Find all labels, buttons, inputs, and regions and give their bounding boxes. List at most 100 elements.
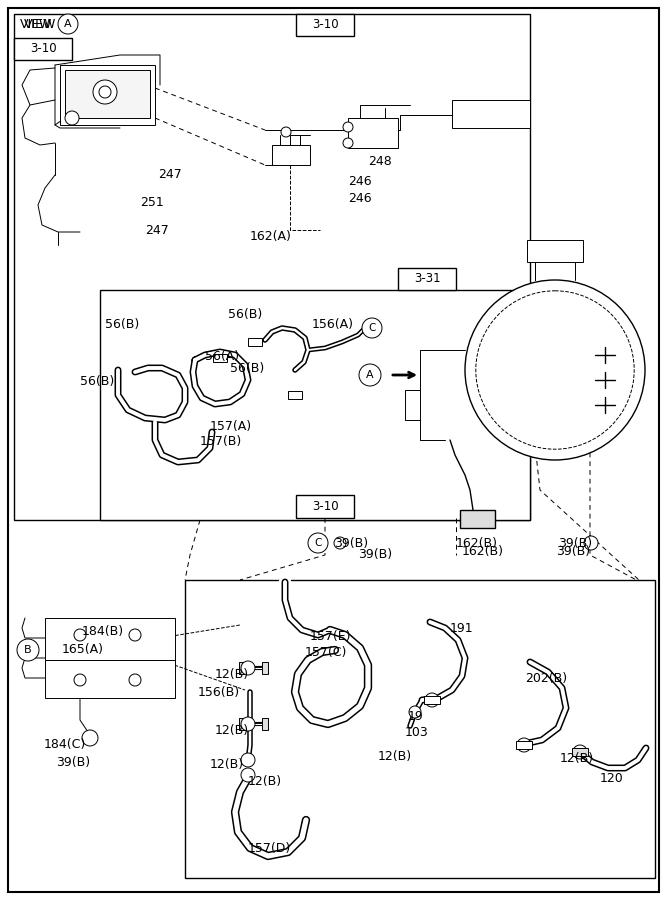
Text: 157(D): 157(D) — [248, 842, 291, 855]
Bar — [572, 748, 588, 756]
Circle shape — [241, 661, 255, 675]
Text: VIEW: VIEW — [20, 18, 53, 31]
Circle shape — [409, 706, 421, 718]
Text: 120: 120 — [600, 772, 624, 785]
Bar — [239, 718, 245, 730]
Bar — [262, 718, 268, 730]
Bar — [14, 38, 72, 60]
Bar — [14, 14, 530, 520]
Text: 157(A): 157(A) — [210, 420, 252, 433]
Text: 157(C): 157(C) — [305, 646, 348, 659]
Bar — [398, 268, 456, 290]
Text: 39(B): 39(B) — [558, 536, 592, 550]
Bar — [460, 510, 495, 528]
Text: C: C — [368, 323, 376, 333]
Bar — [45, 660, 175, 698]
Text: 248: 248 — [368, 155, 392, 168]
Text: 162(A): 162(A) — [250, 230, 292, 243]
Text: 156(B): 156(B) — [198, 686, 240, 699]
Text: 184(B): 184(B) — [82, 625, 124, 638]
Text: 3-10: 3-10 — [311, 500, 338, 512]
Text: 12(B): 12(B) — [210, 758, 244, 771]
Circle shape — [584, 536, 598, 550]
Circle shape — [241, 753, 255, 767]
Text: 19: 19 — [408, 710, 424, 723]
Text: 39(B): 39(B) — [358, 548, 392, 561]
Text: 56(B): 56(B) — [230, 362, 264, 375]
Text: 103: 103 — [405, 726, 429, 739]
Text: 39(B): 39(B) — [556, 545, 590, 558]
Bar — [296, 14, 354, 36]
Text: 3-10: 3-10 — [311, 19, 338, 32]
Text: A: A — [366, 370, 374, 380]
Text: 12(B): 12(B) — [248, 775, 282, 788]
Text: 156(A): 156(A) — [312, 318, 354, 331]
Text: VIEW: VIEW — [24, 18, 57, 31]
Circle shape — [425, 693, 439, 707]
Text: 3-31: 3-31 — [414, 273, 440, 285]
Bar — [65, 70, 150, 118]
Bar — [100, 290, 530, 520]
Bar — [185, 580, 655, 878]
Bar — [424, 696, 440, 704]
Text: 56(B): 56(B) — [228, 308, 262, 321]
Text: 157(E): 157(E) — [310, 630, 352, 643]
Text: B: B — [24, 645, 32, 655]
Circle shape — [58, 14, 78, 34]
Text: 246: 246 — [348, 175, 372, 188]
Text: 165(A): 165(A) — [62, 643, 104, 656]
Text: 247: 247 — [145, 224, 169, 237]
Bar — [272, 145, 310, 165]
Circle shape — [93, 80, 117, 104]
Bar — [452, 100, 530, 128]
Text: 202(B): 202(B) — [525, 672, 567, 685]
Bar — [516, 741, 532, 749]
Circle shape — [517, 738, 531, 752]
Text: 39(B): 39(B) — [56, 756, 90, 769]
Bar — [348, 118, 398, 148]
Text: 12(B): 12(B) — [560, 752, 594, 765]
Bar — [248, 338, 262, 346]
Circle shape — [476, 291, 634, 449]
Circle shape — [573, 745, 587, 759]
Text: 247: 247 — [158, 168, 181, 181]
Circle shape — [65, 111, 79, 125]
Text: 12(B): 12(B) — [215, 668, 249, 681]
Text: 246: 246 — [348, 192, 372, 205]
Text: 12(B): 12(B) — [378, 750, 412, 763]
Circle shape — [74, 674, 86, 686]
Circle shape — [308, 533, 328, 553]
Circle shape — [281, 127, 291, 137]
Text: C: C — [314, 538, 321, 548]
Circle shape — [465, 280, 645, 460]
Text: 184(C): 184(C) — [44, 738, 86, 751]
Bar — [527, 240, 583, 262]
Text: 251: 251 — [140, 196, 164, 209]
Circle shape — [17, 639, 39, 661]
Circle shape — [362, 318, 382, 338]
Text: 157(B): 157(B) — [200, 435, 242, 448]
Text: 162(B): 162(B) — [456, 536, 498, 550]
Text: 191: 191 — [450, 622, 474, 635]
Text: 3-10: 3-10 — [30, 42, 56, 56]
Circle shape — [129, 674, 141, 686]
Circle shape — [74, 629, 86, 641]
Circle shape — [241, 717, 255, 731]
Text: 12(B): 12(B) — [215, 724, 249, 737]
Bar — [262, 662, 268, 674]
Text: 39(B): 39(B) — [334, 536, 368, 550]
Circle shape — [334, 537, 346, 549]
Bar — [288, 391, 302, 399]
Text: 56(B): 56(B) — [80, 375, 114, 388]
Text: 162(B): 162(B) — [462, 545, 504, 558]
Text: A: A — [64, 19, 72, 29]
Circle shape — [129, 629, 141, 641]
Circle shape — [343, 138, 353, 148]
Circle shape — [82, 730, 98, 746]
Circle shape — [241, 768, 255, 782]
Circle shape — [343, 122, 353, 132]
Circle shape — [99, 86, 111, 98]
Bar — [60, 65, 155, 125]
Bar — [239, 662, 245, 674]
Bar — [45, 618, 175, 660]
